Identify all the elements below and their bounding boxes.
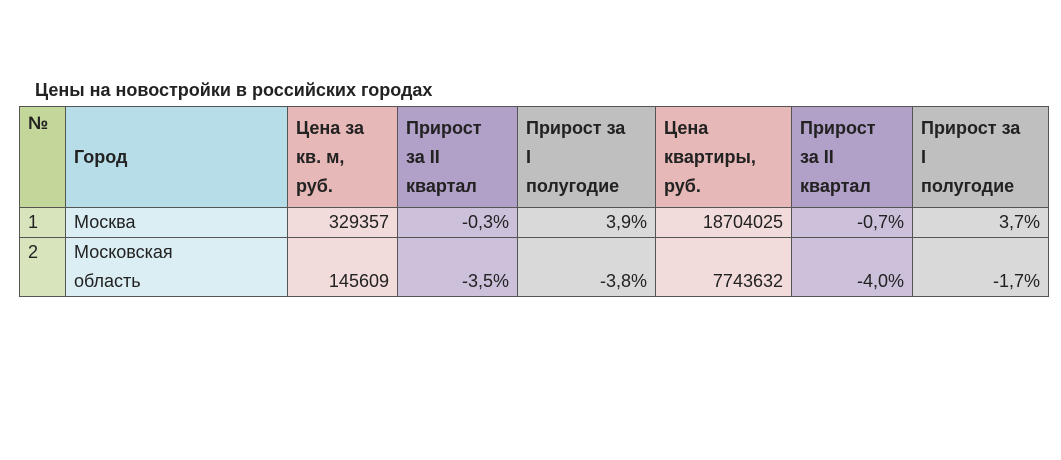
value-cell: -1,7% (912, 237, 1049, 297)
value-cell: -4,0% (791, 237, 913, 297)
value-cell: 329357 (287, 207, 398, 238)
header-line: полугодие (921, 175, 1015, 196)
header-line: полугодие (526, 175, 620, 196)
header-line: Прирост за (526, 117, 626, 138)
table-title: Цены на новостройки в российских городах (35, 80, 433, 100)
header-cell: Город (65, 106, 288, 208)
header-line: I (526, 146, 532, 167)
table-row: 1 Москва 329357 -0,3% 3,9% 18704025 -0,7% 3,7% (19, 207, 1049, 238)
header-line: за II (800, 146, 834, 167)
header-line: квартал (406, 175, 477, 196)
header-line: Прирост (406, 117, 482, 138)
value-cell: 7743632 (655, 237, 792, 297)
header-line: руб. (664, 175, 701, 196)
city-line: Московская (74, 242, 173, 262)
header-line: Прирост (800, 117, 876, 138)
city-cell: Москва (65, 207, 288, 238)
header-line: Город (74, 146, 128, 167)
header-line: I (921, 146, 927, 167)
header-line: Цена за (296, 117, 364, 138)
value-cell: 3,9% (517, 207, 656, 238)
header-line: квартиры, (664, 146, 756, 167)
header-cell: Прирост за II квартал (791, 106, 913, 208)
value-cell: -3,5% (397, 237, 518, 297)
header-line: Цена (664, 117, 709, 138)
value-cell: 145609 (287, 237, 398, 297)
header-cell: Цена квартиры, руб. (655, 106, 792, 208)
header-line: за II (406, 146, 440, 167)
row-number: 1 (19, 207, 66, 238)
value-cell: -0,3% (397, 207, 518, 238)
header-cell: № (19, 106, 66, 208)
header-line: № (28, 113, 49, 133)
row-number: 2 (19, 237, 66, 297)
city-cell: Московская область (65, 237, 288, 297)
header-cell: Цена за кв. м, руб. (287, 106, 398, 208)
header-line: квартал (800, 175, 871, 196)
value-cell: -3,8% (517, 237, 656, 297)
header-line: руб. (296, 175, 333, 196)
city-line: Москва (74, 212, 136, 232)
value-cell: 3,7% (912, 207, 1049, 238)
header-cell: Прирост за II квартал (397, 106, 518, 208)
price-table: № Город Цена за кв. м, руб. Прирост за II кварт… (19, 106, 1049, 297)
value-cell: -0,7% (791, 207, 913, 238)
city-line: область (74, 271, 141, 291)
header-line: кв. м, (296, 146, 345, 167)
header-line: Прирост за (921, 117, 1021, 138)
value-cell: 18704025 (655, 207, 792, 238)
table-row: 2 Московская область 145609 -3,5% -3,8% 774363… (19, 237, 1049, 297)
